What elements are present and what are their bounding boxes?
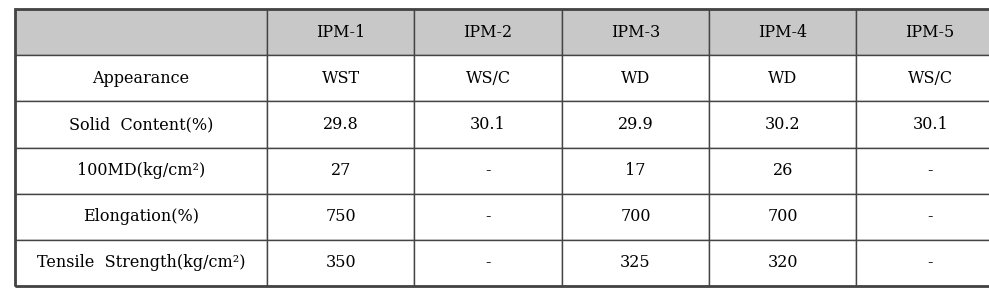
- Bar: [856, 55, 989, 101]
- Bar: [856, 9, 989, 55]
- Text: 700: 700: [767, 208, 798, 225]
- Text: 30.2: 30.2: [764, 116, 801, 133]
- Text: 26: 26: [772, 162, 793, 179]
- Text: 750: 750: [325, 208, 356, 225]
- Text: 100MD(kg/cm²): 100MD(kg/cm²): [77, 162, 205, 179]
- Bar: [709, 148, 856, 194]
- Text: IPM-1: IPM-1: [316, 24, 365, 41]
- Bar: [856, 148, 989, 194]
- Bar: [267, 240, 414, 286]
- Bar: [15, 101, 267, 148]
- Text: -: -: [928, 254, 933, 271]
- Bar: [15, 9, 267, 55]
- Bar: [562, 55, 709, 101]
- Text: 700: 700: [620, 208, 651, 225]
- Text: -: -: [486, 208, 491, 225]
- Bar: [267, 55, 414, 101]
- Bar: [414, 101, 562, 148]
- Text: 30.1: 30.1: [912, 116, 948, 133]
- Bar: [562, 9, 709, 55]
- Bar: [414, 55, 562, 101]
- Text: 30.1: 30.1: [470, 116, 506, 133]
- Bar: [709, 240, 856, 286]
- Text: -: -: [486, 254, 491, 271]
- Bar: [709, 55, 856, 101]
- Bar: [15, 148, 267, 194]
- Bar: [562, 194, 709, 240]
- Text: IPM-4: IPM-4: [759, 24, 807, 41]
- Text: WS/C: WS/C: [908, 70, 952, 87]
- Text: 325: 325: [620, 254, 651, 271]
- Bar: [414, 240, 562, 286]
- Text: Solid  Content(%): Solid Content(%): [69, 116, 213, 133]
- Text: WD: WD: [768, 70, 797, 87]
- Text: 17: 17: [625, 162, 646, 179]
- Text: Tensile  Strength(kg/cm²): Tensile Strength(kg/cm²): [37, 254, 245, 271]
- Text: WST: WST: [321, 70, 360, 87]
- Text: -: -: [928, 208, 933, 225]
- Text: -: -: [486, 162, 491, 179]
- Bar: [267, 194, 414, 240]
- Bar: [856, 240, 989, 286]
- Text: Elongation(%): Elongation(%): [83, 208, 199, 225]
- Bar: [15, 194, 267, 240]
- Bar: [414, 9, 562, 55]
- Bar: [414, 148, 562, 194]
- Text: 29.9: 29.9: [617, 116, 654, 133]
- Bar: [856, 101, 989, 148]
- Bar: [709, 194, 856, 240]
- Bar: [562, 101, 709, 148]
- Bar: [709, 101, 856, 148]
- Bar: [267, 148, 414, 194]
- Bar: [15, 55, 267, 101]
- Text: 29.8: 29.8: [322, 116, 359, 133]
- Text: -: -: [928, 162, 933, 179]
- Bar: [856, 194, 989, 240]
- Bar: [562, 240, 709, 286]
- Text: WD: WD: [621, 70, 650, 87]
- Bar: [267, 9, 414, 55]
- Text: IPM-5: IPM-5: [906, 24, 954, 41]
- Bar: [15, 240, 267, 286]
- Text: IPM-3: IPM-3: [611, 24, 660, 41]
- Bar: [709, 9, 856, 55]
- Bar: [414, 194, 562, 240]
- Text: 320: 320: [767, 254, 798, 271]
- Bar: [267, 101, 414, 148]
- Text: 350: 350: [325, 254, 356, 271]
- Text: WS/C: WS/C: [466, 70, 510, 87]
- Bar: [562, 148, 709, 194]
- Text: 27: 27: [330, 162, 351, 179]
- Text: Appearance: Appearance: [92, 70, 190, 87]
- Text: IPM-2: IPM-2: [464, 24, 512, 41]
